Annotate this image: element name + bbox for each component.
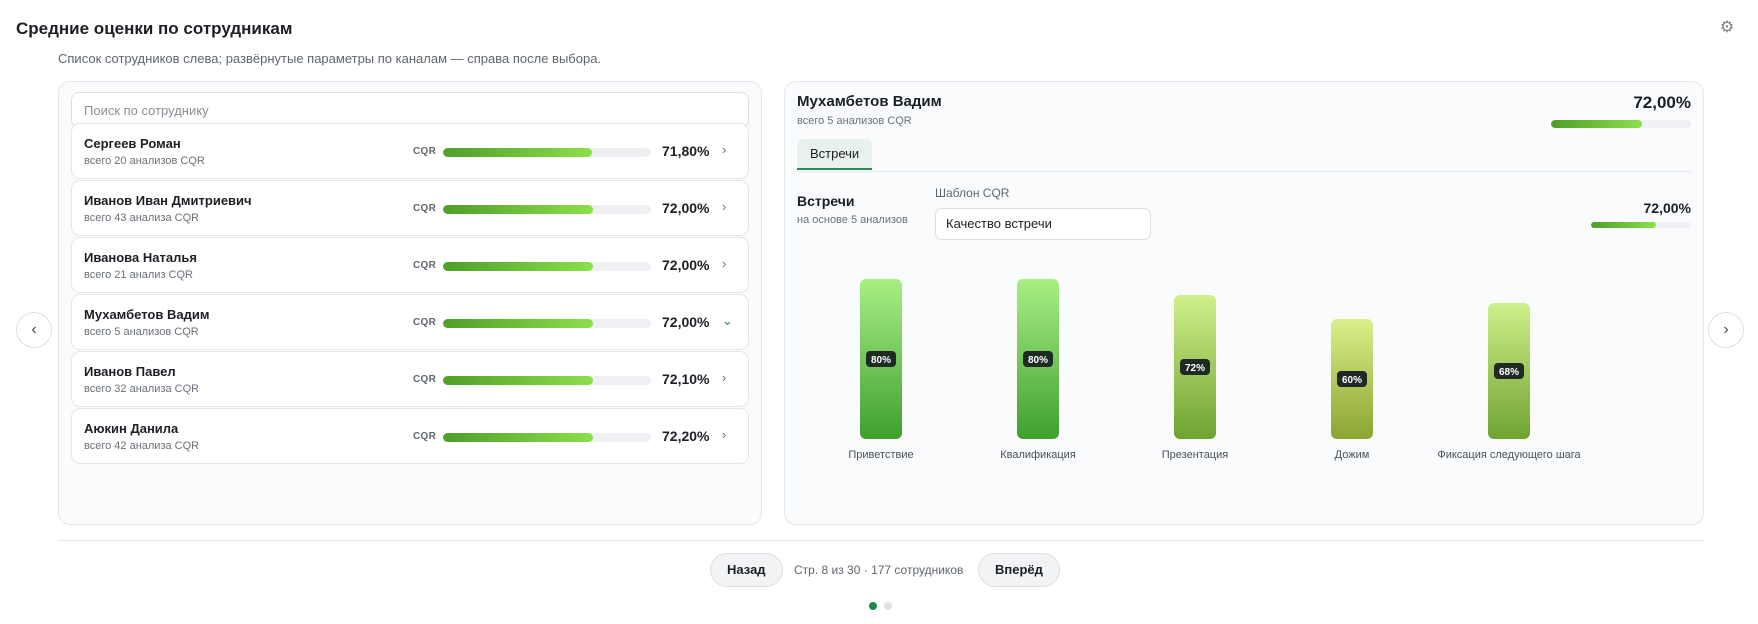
detail-score-value: 72,00%: [1633, 93, 1691, 112]
tab-meetings[interactable]: Встречи: [797, 139, 873, 170]
score-value: 72,20%: [662, 428, 710, 444]
bar-category-label: Приветствие: [848, 449, 913, 461]
employee-analyses-count: всего 43 анализа CQR: [84, 212, 200, 224]
footer-divider: [58, 540, 1704, 541]
section-title: Встречи: [797, 193, 855, 209]
slide-dot[interactable]: [884, 602, 892, 610]
search-input[interactable]: [71, 92, 749, 128]
metric-label: CQR: [413, 146, 437, 157]
page-subtitle: Список сотрудников слева; развёрнутые па…: [58, 51, 602, 66]
bar-category-label: Квалификация: [1000, 449, 1076, 461]
employee-analyses-count: всего 5 анализов CQR: [84, 326, 199, 338]
detail-score-fill: [1551, 120, 1642, 128]
employee-name: Мухамбетов Вадим: [84, 307, 210, 322]
slide-dot-active[interactable]: [869, 602, 877, 610]
score-bar: [443, 319, 651, 328]
employee-card[interactable]: Аюкин Данила всего 42 анализа CQR CQR 72,20…: [71, 408, 749, 464]
detail-employee-name: Мухамбетов Вадим: [797, 93, 942, 110]
chevron-right-icon[interactable]: ›: [722, 256, 727, 271]
next-page-arrow-button[interactable]: ›: [1708, 312, 1744, 348]
employee-card[interactable]: Сергеев Роман всего 20 анализов CQR CQR 71,…: [71, 123, 749, 179]
template-select[interactable]: Качество встречи: [935, 208, 1151, 240]
employee-analyses-count: всего 20 анализов CQR: [84, 155, 205, 167]
score-value: 71,80%: [662, 143, 710, 159]
chevron-right-icon[interactable]: ›: [722, 199, 727, 214]
score-value: 72,00%: [662, 314, 710, 330]
employee-card[interactable]: Иванов Павел всего 32 анализа CQR CQR 72,10…: [71, 351, 749, 407]
tab-divider: [797, 171, 1691, 172]
metric-label: CQR: [413, 317, 437, 328]
score-bar: [443, 148, 651, 157]
gear-icon[interactable]: ⚙: [1719, 19, 1735, 36]
chevron-right-icon[interactable]: ›: [722, 142, 727, 157]
employee-card[interactable]: Мухамбетов Вадим всего 5 анализов CQR CQR 7…: [71, 294, 749, 350]
detail-employee-sub: всего 5 анализов CQR: [797, 115, 912, 127]
employee-name: Сергеев Роман: [84, 136, 181, 151]
bar-value-label: 68%: [1499, 367, 1519, 378]
chevron-right-icon: ›: [1723, 321, 1729, 338]
score-bar: [443, 376, 651, 385]
chevron-right-icon[interactable]: ›: [722, 370, 727, 385]
score-value: 72,00%: [662, 257, 710, 273]
next-button[interactable]: Вперёд: [978, 553, 1060, 587]
score-bar: [443, 433, 651, 442]
score-value: 72,10%: [662, 371, 710, 387]
score-bar-fill: [443, 433, 594, 442]
score-bar-fill: [443, 148, 593, 157]
score-bar: [443, 262, 651, 271]
bar-value-label: 72%: [1185, 363, 1205, 374]
employee-name: Иванов Иван Дмитриевич: [84, 193, 252, 208]
metric-label: CQR: [413, 374, 437, 385]
chevron-down-icon[interactable]: ⌄: [722, 313, 733, 328]
metric-label: CQR: [413, 431, 437, 442]
score-bar-fill: [443, 205, 593, 214]
score-bar: [443, 205, 651, 214]
score-value: 72,00%: [662, 200, 710, 216]
chevron-right-icon[interactable]: ›: [722, 427, 727, 442]
section-score-fill: [1591, 222, 1656, 228]
employee-analyses-count: всего 32 анализа CQR: [84, 383, 200, 395]
pagination-info: Стр. 8 из 30 · 177 сотрудников: [794, 563, 964, 577]
employee-name: Аюкин Данила: [84, 421, 179, 436]
employee-card[interactable]: Иванов Иван Дмитриевич всего 43 анализа C…: [71, 180, 749, 236]
bar-category-label: Фиксация следующего шага: [1437, 449, 1581, 461]
bar-category-label: Презентация: [1162, 449, 1228, 461]
template-label: Шаблон CQR: [935, 186, 1010, 200]
prev-page-arrow-button[interactable]: ‹: [16, 312, 52, 348]
bar-value-badge: [1337, 371, 1367, 387]
bar-value-label: 80%: [871, 355, 891, 366]
section-score-value: 72,00%: [1643, 200, 1691, 216]
section-score-bar: [1591, 222, 1691, 228]
bar-value-badge: [1494, 363, 1524, 379]
bar-value-label: 60%: [1342, 375, 1362, 386]
bar-value-badge: [1180, 359, 1210, 375]
page-title: Средние оценки по сотрудникам: [16, 19, 293, 38]
employee-name: Иванов Павел: [84, 364, 176, 379]
employee-card[interactable]: Иванова Наталья всего 21 анализ CQR CQR 72,…: [71, 237, 749, 293]
score-bar-fill: [443, 262, 593, 271]
section-sub: на основе 5 анализов: [797, 214, 908, 226]
metric-label: CQR: [413, 203, 437, 214]
prev-button[interactable]: Назад: [710, 553, 783, 587]
metric-label: CQR: [413, 260, 437, 271]
bar-value-badge: [1023, 351, 1053, 367]
employee-detail-panel: Мухамбетов Вадим всего 5 анализов CQR 72…: [784, 81, 1704, 525]
employee-list-panel: Сергеев Роман всего 20 анализов CQR CQR 71,…: [58, 81, 762, 525]
score-bar-fill: [443, 319, 593, 328]
score-bar-fill: [443, 376, 593, 385]
bar-value-label: 80%: [1028, 355, 1048, 366]
employee-analyses-count: всего 21 анализ CQR: [84, 269, 193, 281]
detail-score-bar: [1551, 120, 1691, 128]
parameter-bar-chart: 80% Приветствие 80% Квалификация 72% Презента…: [848, 279, 1582, 461]
employee-name: Иванова Наталья: [84, 250, 197, 265]
bar-value-badge: [866, 351, 896, 367]
employee-analyses-count: всего 42 анализа CQR: [84, 440, 200, 452]
bar-category-label: Дожим: [1335, 449, 1370, 461]
chevron-left-icon: ‹: [31, 321, 37, 338]
